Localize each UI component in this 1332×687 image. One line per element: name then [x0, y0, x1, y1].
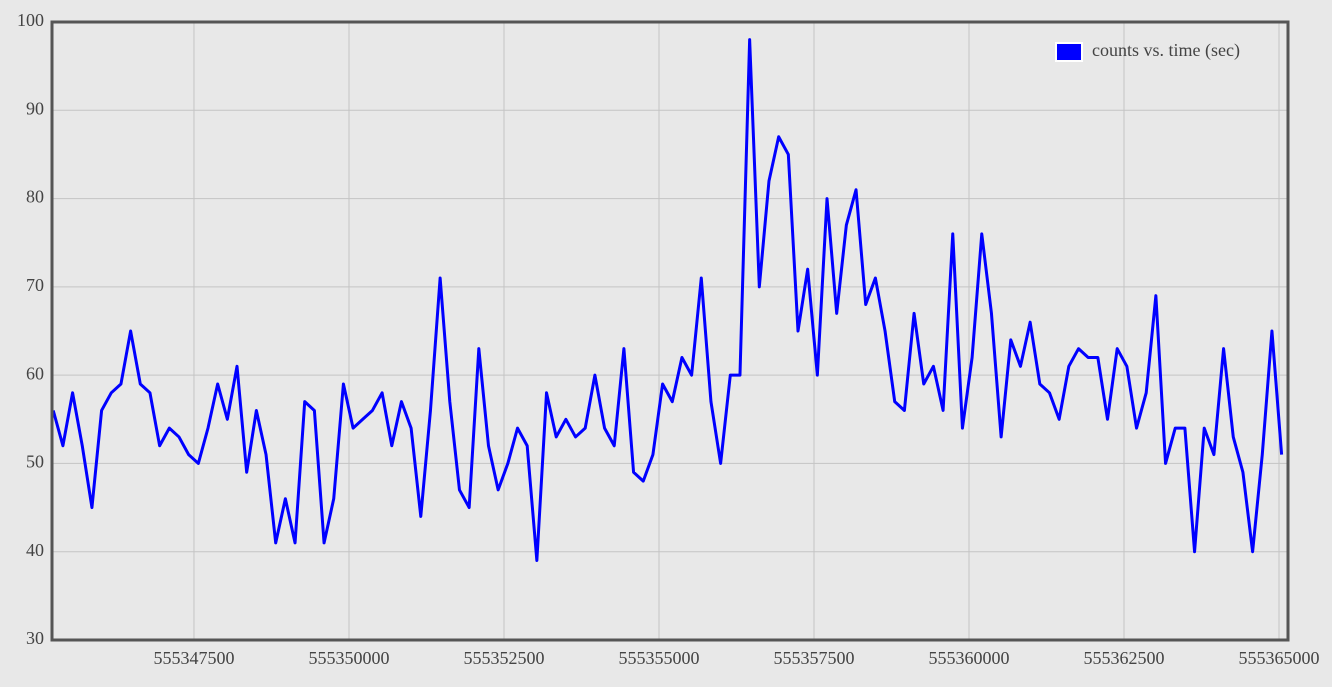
- x-tick-label: 555360000: [929, 648, 1010, 668]
- y-tick-label: 70: [26, 275, 44, 295]
- y-tick-label: 90: [26, 98, 44, 118]
- x-tick-label: 555365000: [1239, 648, 1320, 668]
- x-tick-label: 555357500: [773, 648, 854, 668]
- x-tick-label: 555362500: [1084, 648, 1165, 668]
- legend-label: counts vs. time (sec): [1092, 40, 1240, 61]
- x-tick-label: 555350000: [308, 648, 389, 668]
- x-tick-label: 555347500: [153, 648, 234, 668]
- legend-swatch: [1055, 42, 1083, 62]
- plot-border: [50, 20, 1290, 642]
- y-tick-label: 40: [26, 540, 44, 560]
- x-tick-label: 555352500: [463, 648, 544, 668]
- x-tick-label: 555355000: [618, 648, 699, 668]
- y-tick-label: 30: [26, 628, 44, 648]
- y-tick-label: 100: [17, 10, 44, 30]
- y-tick-label: 80: [26, 187, 44, 207]
- y-tick-label: 60: [26, 363, 44, 383]
- data-line: [51, 38, 1284, 563]
- y-tick-label: 50: [26, 452, 44, 472]
